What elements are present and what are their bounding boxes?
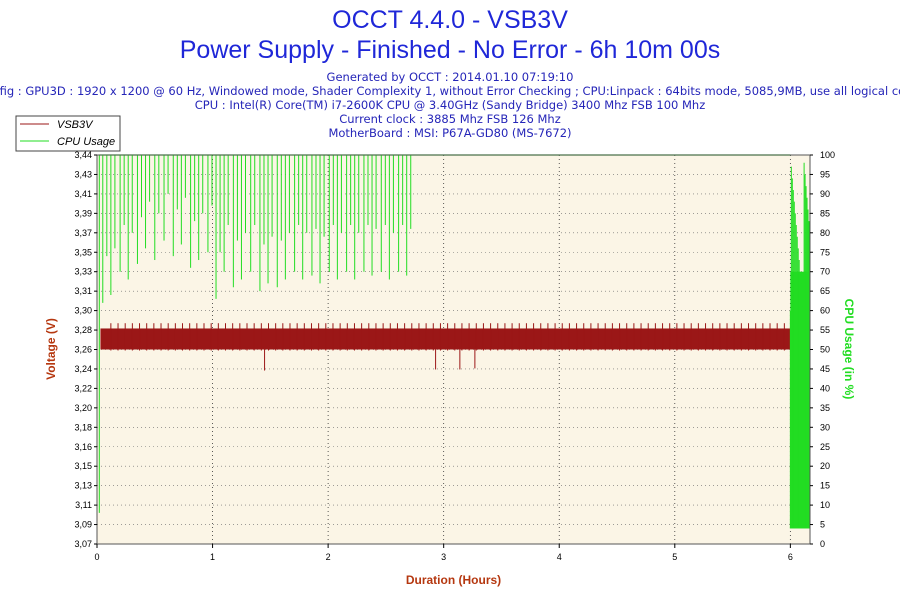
y-tick-left-label: 3,18 xyxy=(74,422,92,432)
y-tick-left-label: 3,31 xyxy=(74,286,92,296)
y-tick-right-label: 100 xyxy=(820,150,835,160)
y-tick-left-label: 3,39 xyxy=(74,208,92,218)
legend-label-voltage: VSB3V xyxy=(57,119,94,131)
y-tick-left-label: 3,26 xyxy=(74,345,92,355)
y-tick-left-label: 3,22 xyxy=(74,383,92,393)
x-tick-label: 0 xyxy=(94,552,99,562)
y-tick-right-label: 5 xyxy=(820,520,825,530)
y-axis-left-title: Voltage (V) xyxy=(44,318,58,380)
x-tick-label: 2 xyxy=(326,552,331,562)
y-tick-right-label: 90 xyxy=(820,189,830,199)
y-tick-right-label: 95 xyxy=(820,169,830,179)
voltage-band xyxy=(100,328,791,350)
x-tick-label: 6 xyxy=(788,552,793,562)
y-tick-right-label: 35 xyxy=(820,403,830,413)
y-tick-right-label: 65 xyxy=(820,286,830,296)
y-tick-right-label: 25 xyxy=(820,442,830,452)
y-tick-left-label: 3,20 xyxy=(74,403,92,413)
y-tick-left-label: 3,07 xyxy=(74,539,92,549)
y-tick-right-label: 20 xyxy=(820,461,830,471)
x-tick-label: 4 xyxy=(557,552,562,562)
y-tick-left-label: 3,41 xyxy=(74,189,92,199)
x-axis-title: Duration (Hours) xyxy=(406,573,501,587)
y-tick-right-label: 10 xyxy=(820,500,830,510)
y-tick-left-label: 3,15 xyxy=(74,461,92,471)
y-tick-right-label: 15 xyxy=(820,481,830,491)
info-cpu: CPU : Intel(R) Core(TM) i7-2600K CPU @ 3… xyxy=(194,98,706,112)
y-axis-right-title: CPU Usage (in %) xyxy=(842,299,856,400)
legend-label-cpu: CPU Usage xyxy=(57,136,115,148)
y-tick-right-label: 85 xyxy=(820,208,830,218)
y-tick-left-label: 3,09 xyxy=(74,520,92,530)
y-tick-right-label: 60 xyxy=(820,306,830,316)
y-tick-right-label: 70 xyxy=(820,267,830,277)
info-motherboard: MotherBoard : MSI: P67A-GD80 (MS-7672) xyxy=(328,126,572,140)
legend-box xyxy=(15,115,121,152)
y-tick-right-label: 75 xyxy=(820,247,830,257)
y-tick-left-label: 3,24 xyxy=(74,364,92,374)
x-tick-label: 3 xyxy=(441,552,446,562)
y-tick-left-label: 3,44 xyxy=(74,150,92,160)
y-tick-left-label: 3,37 xyxy=(74,228,92,238)
y-tick-right-label: 55 xyxy=(820,325,830,335)
y-tick-left-label: 3,43 xyxy=(74,169,92,179)
info-config: Config : GPU3D : 1920 x 1200 @ 60 Hz, Wi… xyxy=(0,84,900,98)
y-tick-left-label: 3,13 xyxy=(74,481,92,491)
info-generated: Generated by OCCT : 2014.01.10 07:19:10 xyxy=(326,70,574,84)
x-tick-label: 5 xyxy=(672,552,677,562)
y-tick-right-label: 30 xyxy=(820,422,830,432)
y-tick-right-label: 80 xyxy=(820,228,830,238)
chart-subtitle: Power Supply - Finished - No Error - 6h … xyxy=(179,36,721,64)
y-tick-right-label: 40 xyxy=(820,383,830,393)
x-tick-label: 1 xyxy=(210,552,215,562)
y-tick-left-label: 3,30 xyxy=(74,306,92,316)
y-tick-left-label: 3,16 xyxy=(74,442,92,452)
y-tick-left-label: 3,35 xyxy=(74,247,92,257)
y-tick-right-label: 0 xyxy=(820,539,825,549)
y-tick-right-label: 50 xyxy=(820,345,830,355)
y-tick-right-label: 45 xyxy=(820,364,830,374)
y-tick-left-label: 3,11 xyxy=(75,500,92,510)
info-clock: Current clock : 3885 Mhz FSB 126 Mhz xyxy=(339,112,561,126)
y-tick-left-label: 3,28 xyxy=(74,325,92,335)
y-tick-left-label: 3,33 xyxy=(74,267,92,277)
chart-title: OCCT 4.4.0 - VSB3V xyxy=(332,6,568,34)
